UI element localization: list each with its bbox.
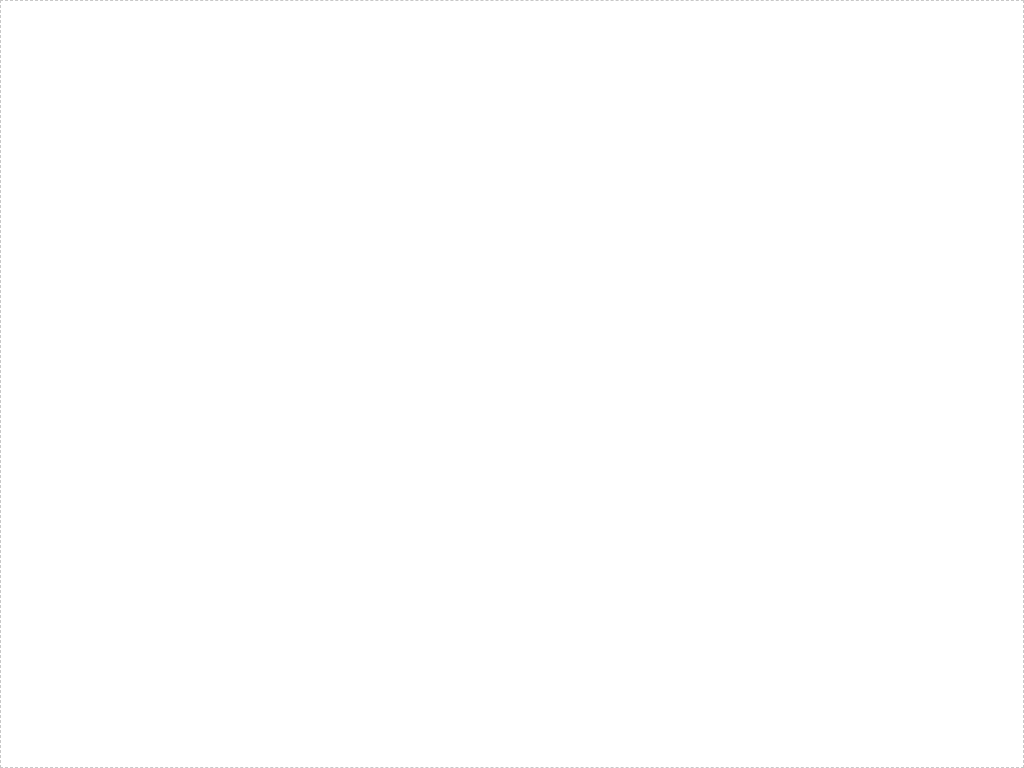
page-frame — [0, 0, 1024, 768]
